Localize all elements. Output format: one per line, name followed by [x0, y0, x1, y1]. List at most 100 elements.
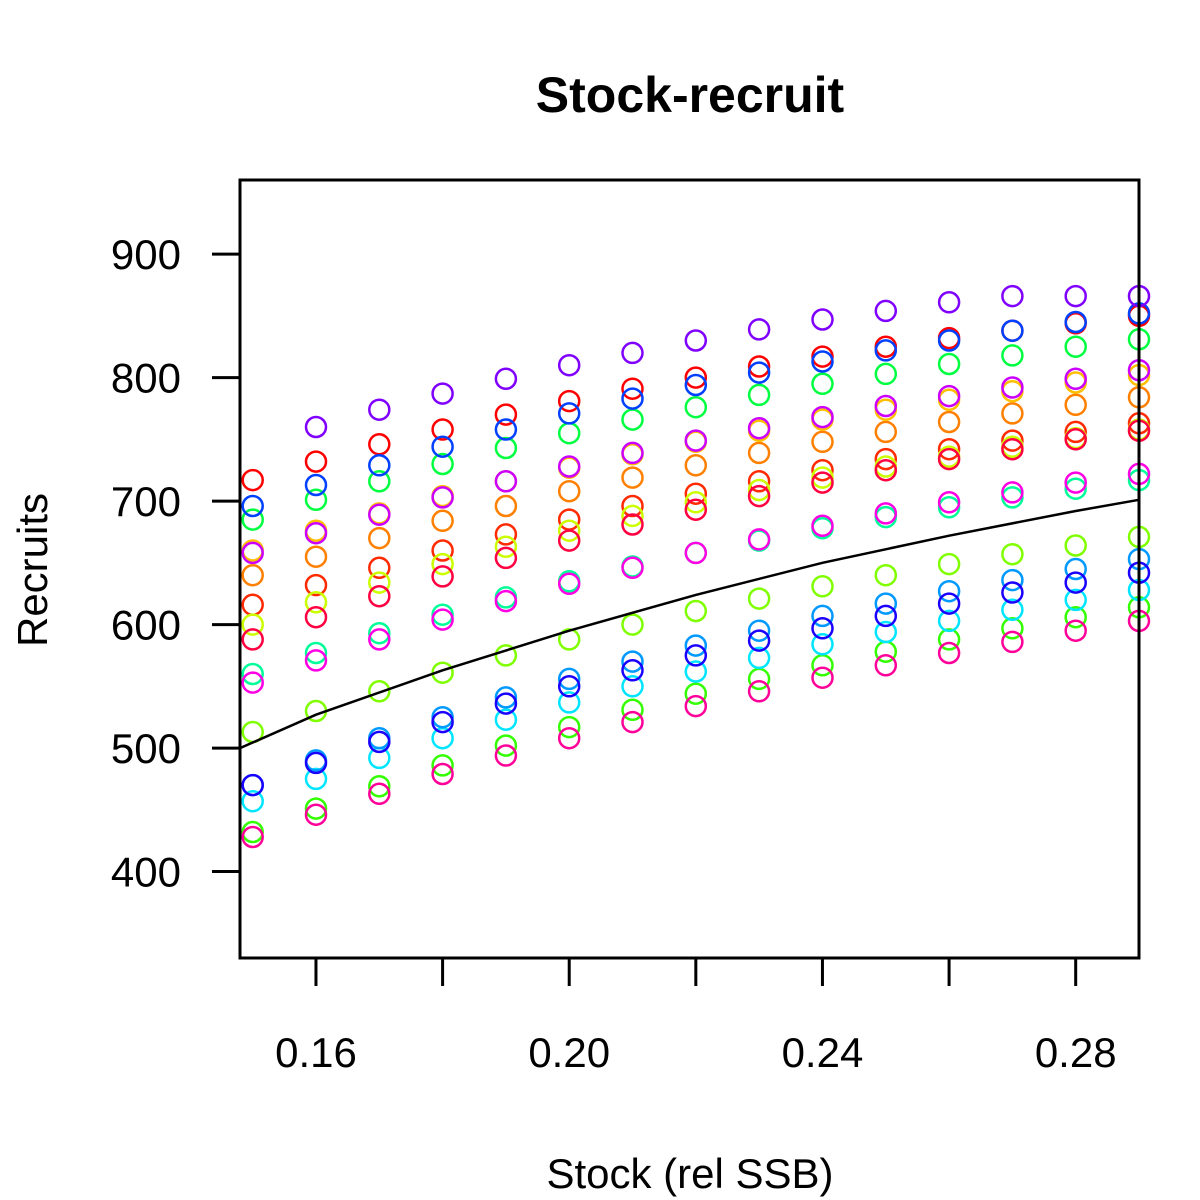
data-point	[494, 589, 518, 613]
data-point	[874, 339, 898, 362]
data-point	[557, 421, 581, 445]
data-point	[684, 395, 708, 419]
data-point	[494, 644, 518, 667]
y-tick-label: 700	[111, 478, 181, 525]
data-point	[241, 563, 264, 587]
data-point	[368, 571, 391, 594]
data-point	[304, 473, 328, 497]
data-point	[494, 692, 518, 715]
data-point	[431, 608, 454, 631]
data-point	[1001, 437, 1024, 461]
chart-title: Stock-recruit	[536, 67, 845, 123]
data-point	[621, 613, 644, 636]
data-point	[241, 593, 264, 617]
data-point	[557, 726, 581, 750]
data-point	[621, 494, 644, 518]
data-point	[304, 591, 328, 614]
data-point	[368, 503, 391, 526]
data-point	[874, 604, 898, 628]
data-point	[684, 541, 708, 565]
data-point	[368, 470, 391, 493]
data-point	[747, 318, 771, 341]
data-point	[811, 345, 834, 368]
data-point	[684, 366, 708, 389]
data-point	[1064, 619, 1087, 642]
data-point	[621, 675, 644, 698]
data-point	[811, 575, 834, 598]
data-point	[241, 613, 264, 636]
data-point	[684, 373, 708, 397]
data-point	[1001, 376, 1024, 399]
data-point	[747, 416, 771, 440]
data-point	[557, 667, 581, 691]
data-point	[241, 671, 264, 694]
data-point	[1064, 534, 1087, 557]
data-point	[368, 680, 391, 703]
data-point	[684, 634, 708, 657]
data-point	[811, 617, 834, 640]
data-point	[494, 686, 518, 709]
y-tick-label: 600	[111, 602, 181, 649]
data-point	[874, 394, 898, 418]
y-tick-label: 900	[111, 231, 181, 278]
data-point	[368, 454, 391, 477]
data-point	[431, 762, 454, 786]
data-point	[241, 541, 264, 565]
data-point	[937, 291, 961, 314]
data-point	[368, 628, 391, 651]
data-point	[1001, 598, 1024, 622]
data-point	[1001, 429, 1024, 452]
data-point	[1001, 542, 1024, 566]
x-tick-label: 0.24	[782, 1029, 864, 1076]
data-point	[811, 633, 834, 656]
x-tick-label: 0.28	[1035, 1029, 1117, 1076]
data-point	[494, 535, 518, 559]
data-point	[557, 628, 581, 651]
data-point	[874, 362, 898, 386]
data-point	[684, 329, 708, 352]
data-point	[557, 572, 581, 596]
data-point	[1001, 319, 1024, 342]
data-point	[684, 482, 708, 505]
data-point	[684, 454, 708, 477]
data-point	[368, 398, 391, 421]
fitted-curve	[239, 498, 1140, 750]
data-point	[937, 329, 961, 352]
y-tick-label: 500	[111, 725, 181, 772]
data-point	[368, 775, 391, 798]
data-point	[431, 710, 454, 734]
data-point	[494, 546, 518, 570]
x-tick-label: 0.20	[528, 1029, 610, 1076]
data-point	[937, 579, 961, 603]
data-point	[494, 744, 518, 767]
data-point	[874, 654, 898, 677]
data-point	[747, 470, 771, 493]
data-point	[241, 494, 264, 518]
data-point	[747, 361, 771, 384]
x-axis: 0.16 0.20 0.24 0.28	[275, 958, 1117, 1076]
data-point	[241, 662, 264, 686]
data-point	[684, 491, 708, 514]
data-point	[494, 494, 518, 518]
data-point	[368, 621, 391, 645]
data-point	[557, 691, 581, 714]
data-point	[811, 308, 834, 331]
data-point	[431, 603, 454, 626]
data-point	[368, 433, 391, 456]
data-point	[1064, 557, 1087, 581]
data-point	[557, 455, 581, 478]
data-point	[368, 584, 391, 608]
data-point	[937, 491, 961, 514]
data-point	[747, 383, 771, 407]
data-point	[1001, 630, 1024, 654]
data-point	[684, 694, 708, 718]
data-point	[1001, 617, 1024, 640]
data-point	[241, 825, 264, 849]
data-point	[937, 609, 961, 633]
data-point	[494, 436, 518, 460]
data-point	[368, 556, 391, 580]
data-point	[937, 552, 961, 576]
data-point	[811, 514, 834, 538]
data-point	[557, 389, 581, 413]
data-point	[304, 803, 328, 826]
